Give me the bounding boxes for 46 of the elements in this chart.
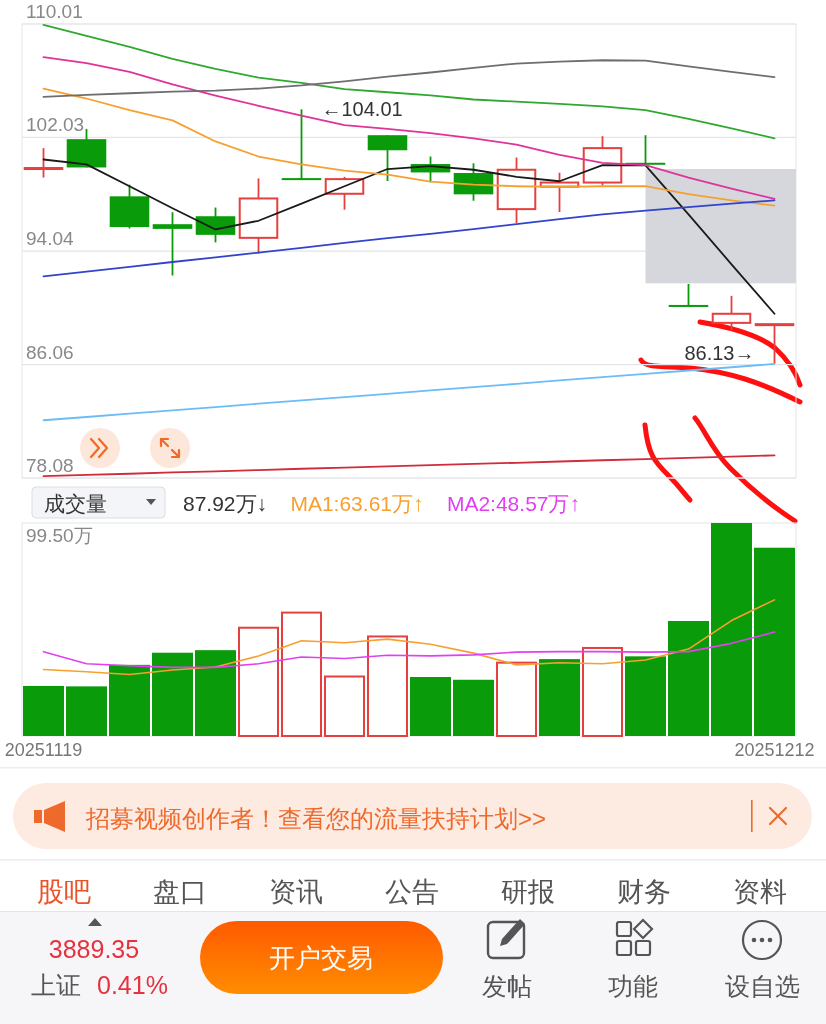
- y-tick-label: 110.01: [26, 1, 83, 22]
- text: 上证: [31, 971, 81, 999]
- bar: [195, 650, 236, 736]
- text: 招募视频创作者！查看您的流量扶持计划>>: [85, 805, 547, 832]
- y-tick-label: 86.06: [26, 341, 74, 363]
- bar: [281, 611, 322, 737]
- bar: [625, 656, 666, 736]
- bar: [324, 675, 365, 737]
- text: 开户交易: [269, 943, 373, 973]
- bar: [754, 547, 795, 736]
- text: 盘口: [153, 877, 207, 907]
- text: 财务: [617, 877, 671, 907]
- x-tick-label: 20251119: [4, 740, 83, 760]
- annotation: ←104.01: [321, 98, 403, 121]
- bar: [582, 646, 623, 737]
- bar: [539, 659, 580, 736]
- bar: [367, 635, 408, 737]
- text: 0.41%: [97, 971, 168, 999]
- bar: [238, 626, 279, 737]
- bar: [668, 620, 709, 736]
- bar: [23, 685, 64, 736]
- text: 研报: [501, 877, 555, 907]
- text: 发帖: [482, 972, 532, 1000]
- y-tick-label: 78.08: [26, 455, 74, 476]
- bar: [410, 677, 451, 736]
- text: 资料: [733, 877, 787, 907]
- text: 股吧: [37, 877, 91, 907]
- bar: [453, 679, 494, 736]
- chart-title: 成交量: [44, 492, 107, 515]
- text: 3889.35: [48, 935, 140, 963]
- bar: [66, 686, 107, 736]
- bar: [496, 661, 537, 737]
- text: 设自选: [724, 972, 800, 1000]
- text: 功能: [608, 972, 658, 1000]
- bar: [152, 652, 193, 736]
- y-tick-label: 94.04: [26, 228, 74, 250]
- text: MA2:48.57万↑: [446, 492, 580, 515]
- bar: [109, 664, 150, 736]
- text: 公告: [385, 877, 439, 907]
- text: 资讯: [269, 877, 323, 907]
- y-tick-label: 102.03: [26, 114, 85, 136]
- chart-subtitle: 87.92万↓: [183, 492, 268, 515]
- annotation: 99.50万: [26, 525, 93, 546]
- x-tick-label: 20251212: [734, 740, 815, 760]
- text: MA1:63.61万↑: [290, 492, 424, 515]
- annotation: 86.13→: [684, 341, 755, 364]
